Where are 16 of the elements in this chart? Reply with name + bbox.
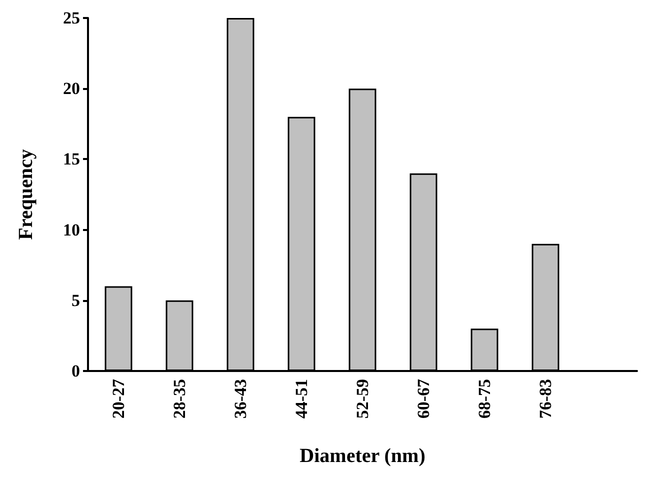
x-tick-label: 68-75 xyxy=(475,379,494,419)
y-tick-label: 20 xyxy=(63,79,80,98)
y-tick-label: 25 xyxy=(63,8,80,28)
x-tick-label: 28-35 xyxy=(170,379,189,419)
y-tick-label: 15 xyxy=(63,150,80,169)
x-tick-label: 36-43 xyxy=(231,379,250,419)
y-tick-label: 10 xyxy=(63,220,80,240)
x-tick-label: 52-59 xyxy=(353,379,372,419)
x-tick-label: 60-67 xyxy=(414,378,433,419)
x-tick-label: 44-51 xyxy=(292,379,311,419)
x-axis-title: Diameter (nm) xyxy=(300,445,426,467)
y-tick-label: 5 xyxy=(72,290,80,310)
x-tick-label: 20-27 xyxy=(109,378,128,419)
x-tick-label: 76-83 xyxy=(536,379,555,419)
y-axis-title: Frequency xyxy=(15,149,37,240)
y-tick-label: 0 xyxy=(72,362,80,380)
